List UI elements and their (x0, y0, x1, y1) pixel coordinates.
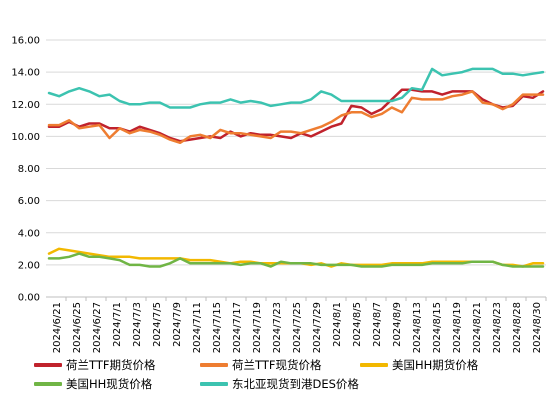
x-tick-label: 2024/8/15 (432, 302, 443, 353)
legend-label: 美国HH现货价格 (66, 377, 153, 391)
x-tick-label: 2024/7/5 (152, 302, 163, 347)
y-tick-label: 4.00 (18, 228, 40, 239)
y-tick-label: 12.00 (11, 100, 40, 111)
gridlines (46, 39, 546, 298)
y-tick-label: 10.00 (11, 132, 40, 143)
x-tick-label: 2024/7/23 (272, 302, 283, 353)
x-tick-label: 2024/7/11 (192, 302, 203, 353)
legend-item-ttf-futures: 荷兰TTF期货价格 (34, 357, 155, 373)
series-lines (47, 67, 545, 268)
series-line-1 (47, 90, 545, 145)
x-tick-label: 2024/6/27 (92, 302, 103, 353)
x-tick-label: 2024/7/15 (212, 302, 223, 353)
x-tick-label: 2024/6/21 (52, 302, 63, 353)
x-tick-label: 2024/8/30 (532, 302, 543, 353)
legend: 荷兰TTF期货价格 荷兰TTF现货价格 美国HH期货价格 美国HH现货价格 东北… (0, 355, 553, 400)
x-tick-label: 2024/8/1 (332, 302, 343, 347)
series-line-4 (47, 67, 545, 109)
legend-swatch (200, 382, 228, 386)
legend-label: 东北亚现货到港DES价格 (232, 377, 359, 391)
x-tick-label: 2024/8/23 (492, 302, 503, 353)
legend-label: 荷兰TTF现货价格 (232, 358, 322, 372)
legend-swatch (34, 363, 62, 367)
legend-item-hh-futures: 美国HH期货价格 (360, 357, 478, 373)
x-tick-label: 2024/8/28 (512, 302, 523, 353)
line-chart: 0.00 2.00 4.00 6.00 8.00 10.00 12.00 14.00 16.00… (11, 36, 547, 353)
legend-item-hh-spot: 美国HH现货价格 (34, 376, 152, 392)
x-tick-label: 2024/8/19 (452, 302, 463, 353)
x-tick-label: 2024/7/25 (292, 302, 303, 353)
x-axis: 2024/6/21 2024/6/25 2024/6/27 2024/7/1 2024/… (52, 297, 547, 353)
x-tick-label: 2024/7/19 (252, 302, 263, 353)
x-tick-label: 2024/7/9 (172, 302, 183, 347)
x-tick-label: 2024/8/5 (352, 302, 363, 347)
series-line-3 (47, 252, 545, 268)
x-tick-label: 2024/8/13 (412, 302, 423, 353)
legend-label: 荷兰TTF期货价格 (66, 358, 156, 372)
x-tick-label: 2024/8/9 (392, 302, 403, 347)
x-tick-label: 2024/7/17 (232, 302, 243, 353)
legend-item-ne-asia-des: 东北亚现货到港DES价格 (200, 376, 359, 392)
x-tick-label: 2024/8/7 (372, 302, 383, 347)
legend-swatch (360, 363, 388, 367)
y-tick-label: 16.00 (11, 36, 40, 47)
y-tick-label: 8.00 (18, 164, 40, 175)
x-tick-label: 2024/7/1 (112, 302, 123, 347)
x-tick-label: 2024/6/25 (72, 302, 83, 353)
legend-label: 美国HH期货价格 (392, 358, 479, 372)
legend-swatch (34, 382, 62, 386)
legend-item-ttf-spot: 荷兰TTF现货价格 (200, 357, 321, 373)
y-tick-label: 14.00 (11, 68, 40, 79)
series-line-0 (47, 88, 545, 143)
x-tick-label: 2024/7/3 (132, 302, 143, 347)
y-axis: 0.00 2.00 4.00 6.00 8.00 10.00 12.00 14.00 16.00 (11, 36, 40, 304)
y-tick-label: 0.00 (18, 293, 40, 304)
legend-swatch (200, 363, 228, 367)
x-tick-label: 2024/8/21 (472, 302, 483, 353)
y-tick-label: 6.00 (18, 196, 40, 207)
y-tick-label: 2.00 (18, 260, 40, 271)
x-tick-label: 2024/7/29 (312, 302, 323, 353)
